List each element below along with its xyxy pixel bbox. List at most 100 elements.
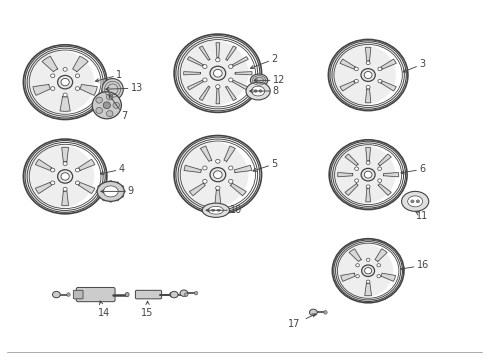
Ellipse shape [103, 186, 118, 197]
Ellipse shape [245, 82, 270, 100]
Polygon shape [340, 273, 355, 281]
Ellipse shape [203, 78, 206, 82]
Ellipse shape [106, 94, 113, 100]
Text: 10: 10 [205, 205, 242, 215]
Polygon shape [345, 154, 357, 166]
Ellipse shape [203, 166, 206, 170]
Ellipse shape [215, 58, 220, 62]
Polygon shape [225, 46, 236, 60]
Ellipse shape [354, 79, 358, 83]
Polygon shape [365, 89, 370, 103]
Ellipse shape [328, 45, 395, 105]
Polygon shape [72, 56, 88, 72]
Ellipse shape [203, 64, 206, 68]
Ellipse shape [113, 102, 119, 108]
Polygon shape [235, 72, 251, 75]
Ellipse shape [211, 209, 214, 211]
Polygon shape [234, 165, 251, 172]
Ellipse shape [102, 199, 105, 201]
Ellipse shape [208, 206, 223, 214]
Ellipse shape [361, 265, 374, 276]
Ellipse shape [401, 192, 428, 211]
Polygon shape [199, 86, 209, 100]
Ellipse shape [75, 181, 80, 185]
Ellipse shape [63, 67, 67, 71]
Text: 2: 2 [250, 54, 277, 69]
Ellipse shape [202, 203, 229, 217]
Polygon shape [80, 85, 97, 95]
Polygon shape [337, 172, 352, 177]
Ellipse shape [209, 66, 225, 80]
Ellipse shape [203, 179, 206, 183]
Text: 1: 1 [95, 70, 122, 82]
Ellipse shape [228, 64, 232, 68]
Polygon shape [232, 80, 248, 90]
Ellipse shape [180, 290, 187, 296]
FancyBboxPatch shape [73, 290, 83, 299]
Polygon shape [230, 183, 246, 196]
Polygon shape [35, 159, 52, 170]
Polygon shape [61, 191, 68, 206]
Ellipse shape [355, 275, 359, 278]
Polygon shape [365, 148, 370, 161]
Text: 14: 14 [98, 301, 110, 319]
Ellipse shape [125, 292, 129, 297]
Ellipse shape [364, 267, 371, 274]
Ellipse shape [61, 78, 69, 86]
Polygon shape [374, 249, 386, 261]
Ellipse shape [98, 195, 100, 197]
Ellipse shape [323, 311, 326, 314]
Ellipse shape [51, 168, 55, 172]
Polygon shape [33, 85, 50, 95]
Text: 11: 11 [415, 211, 427, 221]
Ellipse shape [58, 76, 73, 89]
Ellipse shape [103, 102, 110, 109]
Ellipse shape [96, 97, 102, 103]
Polygon shape [183, 72, 200, 75]
Ellipse shape [215, 85, 220, 89]
Ellipse shape [376, 264, 380, 267]
Ellipse shape [355, 264, 359, 267]
Text: 6: 6 [400, 164, 424, 174]
Ellipse shape [366, 161, 369, 165]
Ellipse shape [123, 190, 125, 192]
Ellipse shape [364, 72, 371, 78]
Ellipse shape [96, 190, 98, 192]
FancyBboxPatch shape [135, 290, 161, 299]
Ellipse shape [116, 199, 119, 201]
Text: 12: 12 [254, 75, 285, 85]
Ellipse shape [366, 85, 369, 89]
Ellipse shape [75, 74, 80, 78]
Ellipse shape [217, 209, 220, 211]
Ellipse shape [169, 292, 174, 297]
Ellipse shape [332, 243, 392, 298]
Ellipse shape [251, 86, 264, 96]
Polygon shape [365, 188, 370, 202]
Polygon shape [224, 146, 235, 161]
Ellipse shape [360, 168, 374, 181]
Ellipse shape [354, 179, 358, 183]
Text: 4: 4 [100, 164, 124, 175]
Ellipse shape [97, 181, 124, 201]
Ellipse shape [377, 179, 381, 183]
Ellipse shape [259, 90, 262, 93]
Polygon shape [60, 97, 70, 111]
Ellipse shape [121, 185, 123, 187]
Ellipse shape [377, 79, 381, 83]
Ellipse shape [51, 74, 55, 78]
Ellipse shape [407, 196, 422, 207]
Ellipse shape [75, 168, 80, 172]
Ellipse shape [75, 87, 80, 90]
Ellipse shape [328, 145, 395, 204]
Ellipse shape [228, 179, 232, 183]
Ellipse shape [23, 145, 94, 208]
Text: 15: 15 [141, 301, 153, 319]
Ellipse shape [194, 291, 197, 295]
Polygon shape [42, 56, 58, 72]
Text: 5: 5 [252, 159, 277, 171]
Ellipse shape [116, 182, 119, 184]
Ellipse shape [67, 293, 70, 296]
Polygon shape [61, 147, 68, 162]
Ellipse shape [51, 87, 55, 90]
Ellipse shape [377, 167, 381, 170]
